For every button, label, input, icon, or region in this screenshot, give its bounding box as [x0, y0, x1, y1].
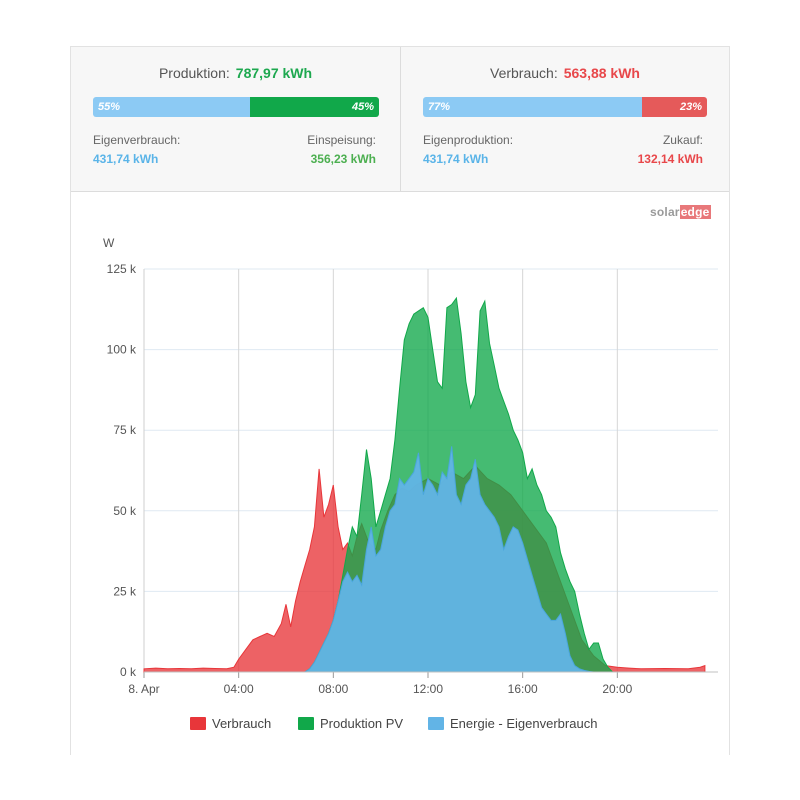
x-tick-label: 12:00 — [413, 682, 443, 696]
feed-in-label: Einspeisung: — [307, 133, 376, 147]
y-axis-label: W — [103, 236, 115, 250]
production-panel: Produktion: 787,97 kWh 55% 45% Eigenverbr… — [71, 47, 401, 191]
legend-label-self-consumption: Energie - Eigenverbrauch — [450, 716, 598, 731]
consumption-heading: Verbrauch: 563,88 kWh — [401, 65, 729, 81]
self-consumption-segment: 55% — [93, 97, 251, 117]
self-production-label: Eigenproduktion: — [423, 133, 514, 147]
legend-item-self-consumption[interactable]: Energie - Eigenverbrauch — [428, 716, 597, 731]
y-tick-label: 0 k — [120, 665, 137, 679]
consumption-swatch — [190, 717, 206, 730]
solaredge-logo: solaredge — [650, 205, 711, 219]
feed-in-value: 356,23 kWh — [310, 152, 376, 166]
dashboard-frame: Produktion: 787,97 kWh 55% 45% Eigenverbr… — [70, 46, 730, 755]
x-tick-label: 16:00 — [508, 682, 538, 696]
x-tick-label: 08:00 — [318, 682, 348, 696]
y-tick-label: 100 k — [107, 343, 137, 357]
import-label: Zukauf: — [662, 133, 703, 147]
legend-label-consumption: Verbrauch — [212, 716, 272, 731]
production-split-bar: 55% 45% — [93, 97, 379, 117]
legend-item-consumption[interactable]: Verbrauch — [190, 716, 271, 731]
energy-summary: Produktion: 787,97 kWh 55% 45% Eigenverbr… — [71, 47, 729, 192]
self-production-percent: 77% — [428, 101, 451, 113]
self-consumption-label: Eigenverbrauch: — [93, 133, 181, 147]
production-value: 787,97 kWh — [235, 65, 313, 81]
y-tick-label: 125 k — [107, 262, 137, 276]
import-percent: 23% — [679, 101, 702, 113]
self-consumption-value: 431,74 kWh — [93, 152, 159, 166]
self-production-segment: 77% — [423, 97, 642, 117]
self-consumption-percent: 55% — [98, 101, 121, 113]
consumption-value: 563,88 kWh — [563, 65, 640, 81]
consumption-panel: Verbrauch: 563,88 kWh 77% 23% Eigenproduk… — [401, 47, 729, 191]
x-tick-label: 8. Apr — [128, 682, 159, 696]
production-heading: Produktion: 787,97 kWh — [71, 65, 400, 81]
x-tick-label: 04:00 — [224, 682, 254, 696]
consumption-label: Verbrauch: — [490, 65, 558, 81]
y-tick-label: 25 k — [113, 584, 137, 598]
y-tick-label: 75 k — [113, 423, 137, 437]
import-value: 132,14 kWh — [637, 152, 703, 166]
feed-in-segment: 45% — [250, 97, 379, 117]
legend-label-production: Produktion PV — [320, 716, 404, 731]
consumption-split-bar: 77% 23% — [423, 97, 707, 117]
y-tick-label: 50 k — [113, 504, 137, 518]
x-tick-label: 20:00 — [602, 682, 632, 696]
production-swatch — [298, 717, 314, 730]
production-label: Produktion: — [158, 65, 230, 81]
self-consumption-swatch — [428, 717, 444, 730]
feed-in-percent: 45% — [351, 101, 374, 113]
legend-item-production[interactable]: Produktion PV — [298, 716, 403, 731]
self-production-value: 431,74 kWh — [423, 152, 489, 166]
self-consumption-area — [303, 446, 604, 673]
import-segment: 23% — [641, 97, 707, 117]
